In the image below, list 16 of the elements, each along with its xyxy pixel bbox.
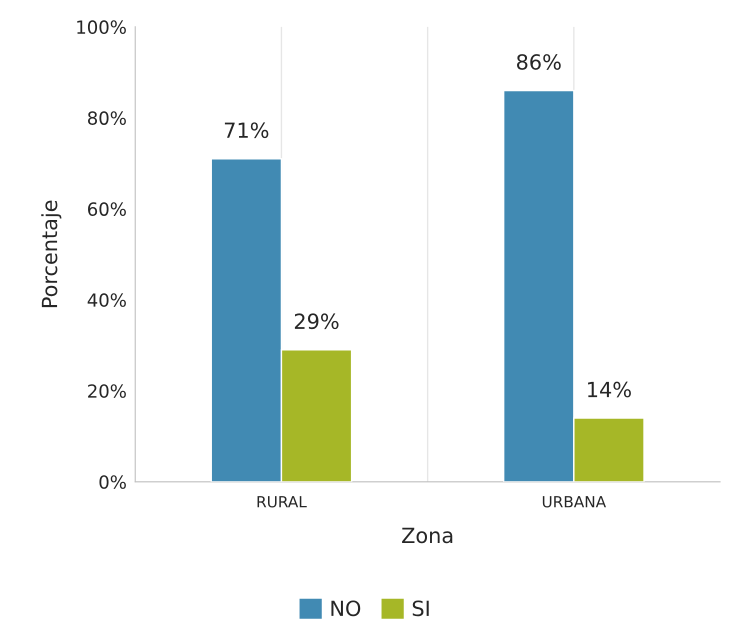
y-tick-label: 80% — [88, 111, 126, 125]
y-tick-label: 0% — [99, 475, 126, 489]
x-tick-label: URBANA — [542, 496, 606, 508]
x-tick-label: RURAL — [258, 496, 307, 508]
y-tick-label: 40% — [88, 293, 126, 307]
x-axis-title: Zona — [402, 528, 452, 544]
legend-label: SI — [412, 600, 429, 616]
data-label: 14% — [588, 382, 631, 398]
y-tick-label: 20% — [88, 384, 126, 398]
data-label: 86% — [517, 54, 561, 70]
y-axis-title: Porcentaje — [41, 200, 62, 308]
data-label: 71% — [224, 122, 268, 138]
legend-label: NO — [331, 600, 360, 616]
data-label: 29% — [294, 313, 339, 330]
y-tick-label: 60% — [88, 202, 126, 216]
y-tick-label: 100% — [77, 20, 126, 34]
